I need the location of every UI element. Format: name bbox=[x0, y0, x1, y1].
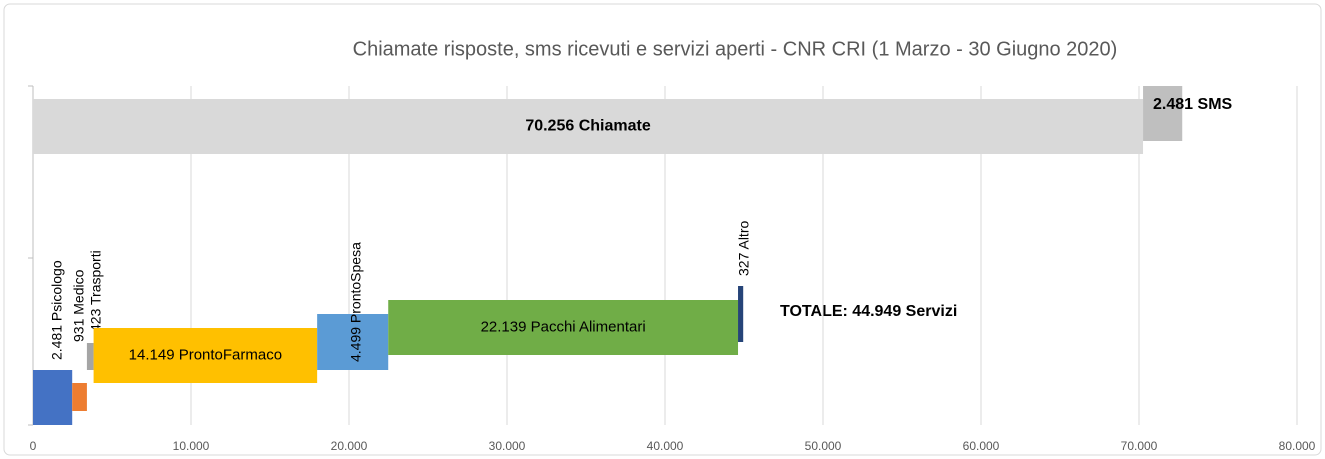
x-tick-label: 10.000 bbox=[173, 439, 210, 453]
bar-segment bbox=[72, 383, 87, 411]
bar-segment bbox=[93, 328, 318, 383]
bar-label: 4.499 ProntoSpesa bbox=[348, 242, 364, 362]
x-tick-label: 80.000 bbox=[1279, 439, 1316, 453]
bar-segment bbox=[1143, 86, 1183, 141]
bar-label: 931 Medico bbox=[71, 269, 87, 342]
bar-label: 327 Altro bbox=[736, 221, 752, 276]
bar-label: 2.481 Psicologo bbox=[49, 260, 65, 360]
x-tick-label: 60.000 bbox=[963, 439, 1000, 453]
bar-label: 70.256 Chiamate bbox=[525, 118, 651, 135]
x-tick-label: 40.000 bbox=[647, 439, 684, 453]
x-tick-label: 50.000 bbox=[805, 439, 842, 453]
chart-title: Chiamate risposte, sms ricevuti e serviz… bbox=[353, 38, 1118, 60]
x-tick-label: 70.000 bbox=[1121, 439, 1158, 453]
bar-label: 423 Trasporti bbox=[88, 250, 104, 332]
chart-frame bbox=[3, 3, 1322, 456]
bar-segment bbox=[33, 370, 73, 425]
bar-segment bbox=[33, 99, 1144, 154]
bar-segment bbox=[317, 314, 389, 370]
bar-segment bbox=[388, 300, 739, 355]
bar-segment bbox=[738, 286, 744, 342]
x-tick-label: 30.000 bbox=[489, 439, 526, 453]
bar-label: 14.149 ProntoFarmaco bbox=[129, 346, 282, 363]
total-annotation: TOTALE: 44.949 Servizi bbox=[780, 303, 957, 320]
bar-segment bbox=[86, 343, 94, 370]
x-tick-label: 20.000 bbox=[331, 439, 368, 453]
x-tick-label: 0 bbox=[30, 439, 37, 453]
bar-label: 22.139 Pacchi Alimentari bbox=[481, 318, 646, 335]
bar-label: 2.481 SMS bbox=[1153, 96, 1232, 113]
